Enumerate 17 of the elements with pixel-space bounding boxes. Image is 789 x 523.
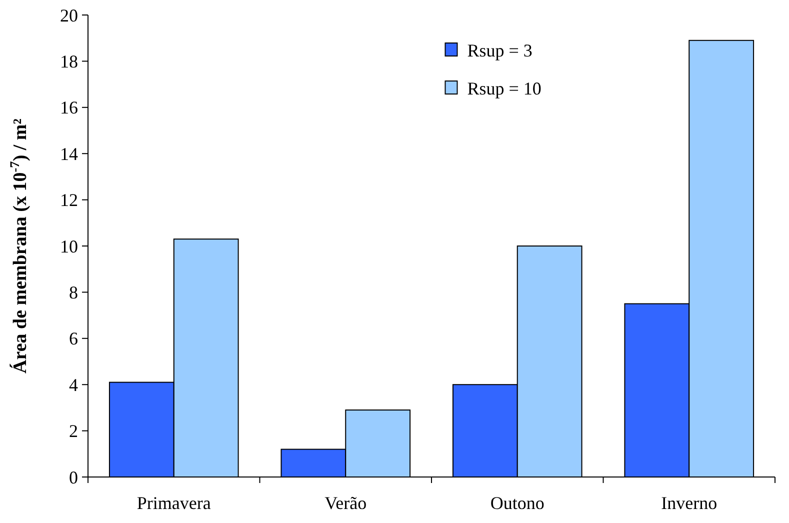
y-tick-label: 16 xyxy=(60,98,78,118)
x-tick-label: Inverno xyxy=(661,493,718,513)
y-tick-label: 12 xyxy=(60,190,78,210)
y-tick-label: 6 xyxy=(69,328,78,349)
y-tick-label: 4 xyxy=(69,374,78,395)
x-tick-label: Primavera xyxy=(136,493,211,513)
y-tick-label: 0 xyxy=(69,467,78,488)
y-tick-label: 2 xyxy=(69,421,78,442)
legend-label: Rsup = 3 xyxy=(467,40,532,60)
y-tick-label: 8 xyxy=(69,282,78,302)
y-tick-label: 10 xyxy=(60,236,78,256)
x-tick-label: Outono xyxy=(490,493,544,513)
x-tick-label: Verão xyxy=(324,493,367,513)
y-tick-label: 20 xyxy=(60,5,78,26)
y-tick-label: 14 xyxy=(60,144,78,164)
y-tick-label: 18 xyxy=(60,52,78,72)
legend-label: Rsup = 10 xyxy=(467,78,542,98)
